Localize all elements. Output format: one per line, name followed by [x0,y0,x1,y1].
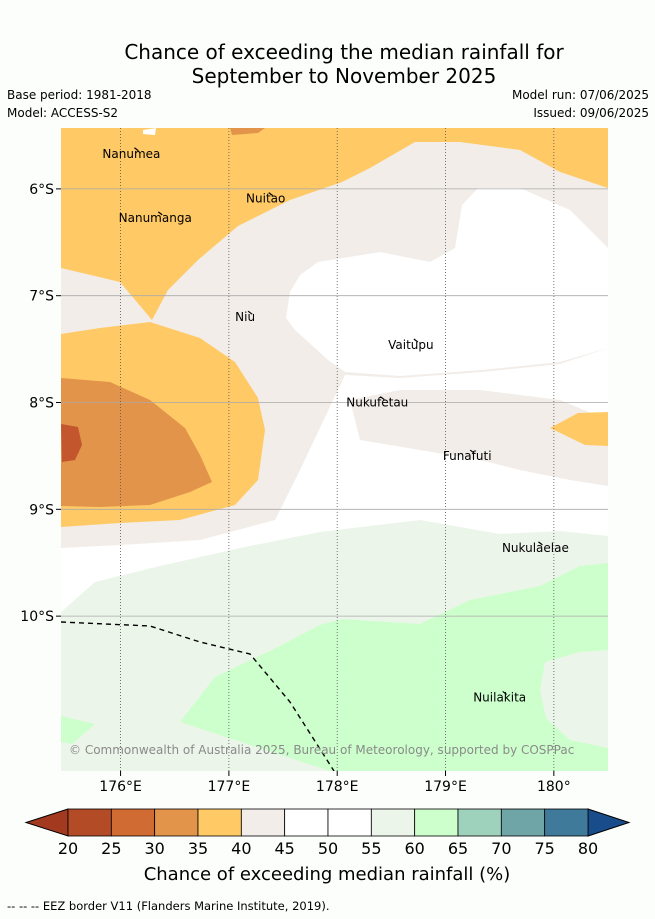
footer-legend-note: -- -- -- EEZ border V11 (Flanders Marine… [7,899,330,913]
colorbar-segment [457,808,502,837]
place-label: Niu [235,310,255,324]
place-label: Nukufetau [346,396,408,410]
colorbar-segment [197,808,242,837]
lon-tick-label: 180° [537,779,571,795]
lat-tick-label: 10°S [20,609,54,625]
colorbar-tick-label: 70 [491,839,511,858]
colorbar-segment [284,808,329,837]
colorbar-tick-label: 30 [144,839,164,858]
island-marker [469,449,475,454]
island-marker [502,690,508,695]
lat-tick-label: 7°S [29,289,54,305]
colorbar-segment [544,808,589,837]
lat-tick-label: 8°S [29,396,54,412]
colorbar-label: Chance of exceeding median rainfall (%) [144,864,511,885]
lon-tick-label: 176°E [99,779,142,795]
island-marker [538,541,543,546]
place-label: Nuilakita [473,690,526,704]
contour-35-40-east [550,412,608,446]
colorbar-segment [67,808,112,837]
contour-60-65 [180,563,608,771]
island-marker [157,211,163,216]
lon-tick-label: 179°E [424,779,467,795]
colorbar-tick-label: 35 [188,839,208,858]
title-line-2: September to November 2025 [191,64,497,88]
colorbar-segment [327,808,372,837]
lon-tick-label: 178°E [316,779,359,795]
colorbar-tick-label: 65 [448,839,468,858]
contour-45-55-pocket [286,188,608,376]
island-marker [268,192,274,197]
eez-border-line [61,621,335,771]
colorbar-tick-label: 20 [58,839,78,858]
island-marker [247,310,253,315]
contour-30-35 [61,378,212,507]
probability-contours [61,128,608,771]
lon-tick-label: 177°E [208,779,251,795]
place-labels: Nanumea Nanumanga Nuitao Niu Vaitupu Nukufeta… [102,147,568,705]
colorbar-tick-label: 40 [231,839,251,858]
colorbar-segment [370,808,416,837]
forecast-map: Nanumea Nanumanga Nuitao Niu Vaitupu Nukufeta… [20,128,631,885]
colorbar-tick-label: 60 [404,839,424,858]
place-label: Funafuti [443,449,492,463]
colorbar-tick-label: 80 [578,839,598,858]
chart-title: Chance of exceeding the median rainfall … [0,40,655,88]
place-label: Nanumanga [119,211,192,225]
contour-white-top-patch [143,128,156,135]
colorbar-under-arrow [24,808,69,837]
contour-35-40-top-patch [230,128,265,135]
colorbar-over-arrow [587,808,631,837]
contour-60-65-west [61,716,95,744]
place-label: Nuitao [246,192,285,206]
place-label: Nanumea [102,147,160,161]
contour-55-60-patch [540,650,608,748]
colorbar-tick-label: 75 [534,839,554,858]
lat-tick-label: 9°S [29,502,54,518]
colorbar-tick-label: 50 [318,839,338,858]
place-label: Vaitupu [388,338,434,352]
model-text: Model: ACCESS-S2 [7,106,119,120]
lat-tick-label: 6°S [29,182,54,198]
colorbar-segment [414,808,459,837]
base-period-text: Base period: 1981-2018 [7,88,152,102]
colorbar-segment [240,808,286,837]
island-marker [379,396,385,401]
island-marker [134,147,139,152]
gridlines [61,128,608,771]
contour-35-40-north [61,128,608,320]
colorbar-segment [500,808,546,837]
colorbar: 20 25 30 35 40 45 50 55 60 65 70 75 80 [24,808,631,858]
contour-25-30 [61,424,82,462]
map-axes: 176°E 177°E 178°E 179°E 180° 6°S 7°S 8°S 9°S 10°S [20,182,570,795]
colorbar-tick-label: 45 [274,839,294,858]
model-run-text: Model run: 07/06/2025 [511,88,649,102]
colorbar-tick-label: 55 [361,839,381,858]
colorbar-segment [154,808,199,837]
title-line-1: Chance of exceeding the median rainfall … [124,40,564,64]
colorbar-segment [110,808,156,837]
copyright-text: © Commonwealth of Australia 2025, Bureau… [69,743,574,757]
island-marker [413,338,419,343]
contour-40-45-south [350,390,608,486]
issued-text: Issued: 09/06/2025 [533,106,649,120]
colorbar-tick-label: 25 [101,839,121,858]
place-label: Nukulaelae [502,541,569,555]
